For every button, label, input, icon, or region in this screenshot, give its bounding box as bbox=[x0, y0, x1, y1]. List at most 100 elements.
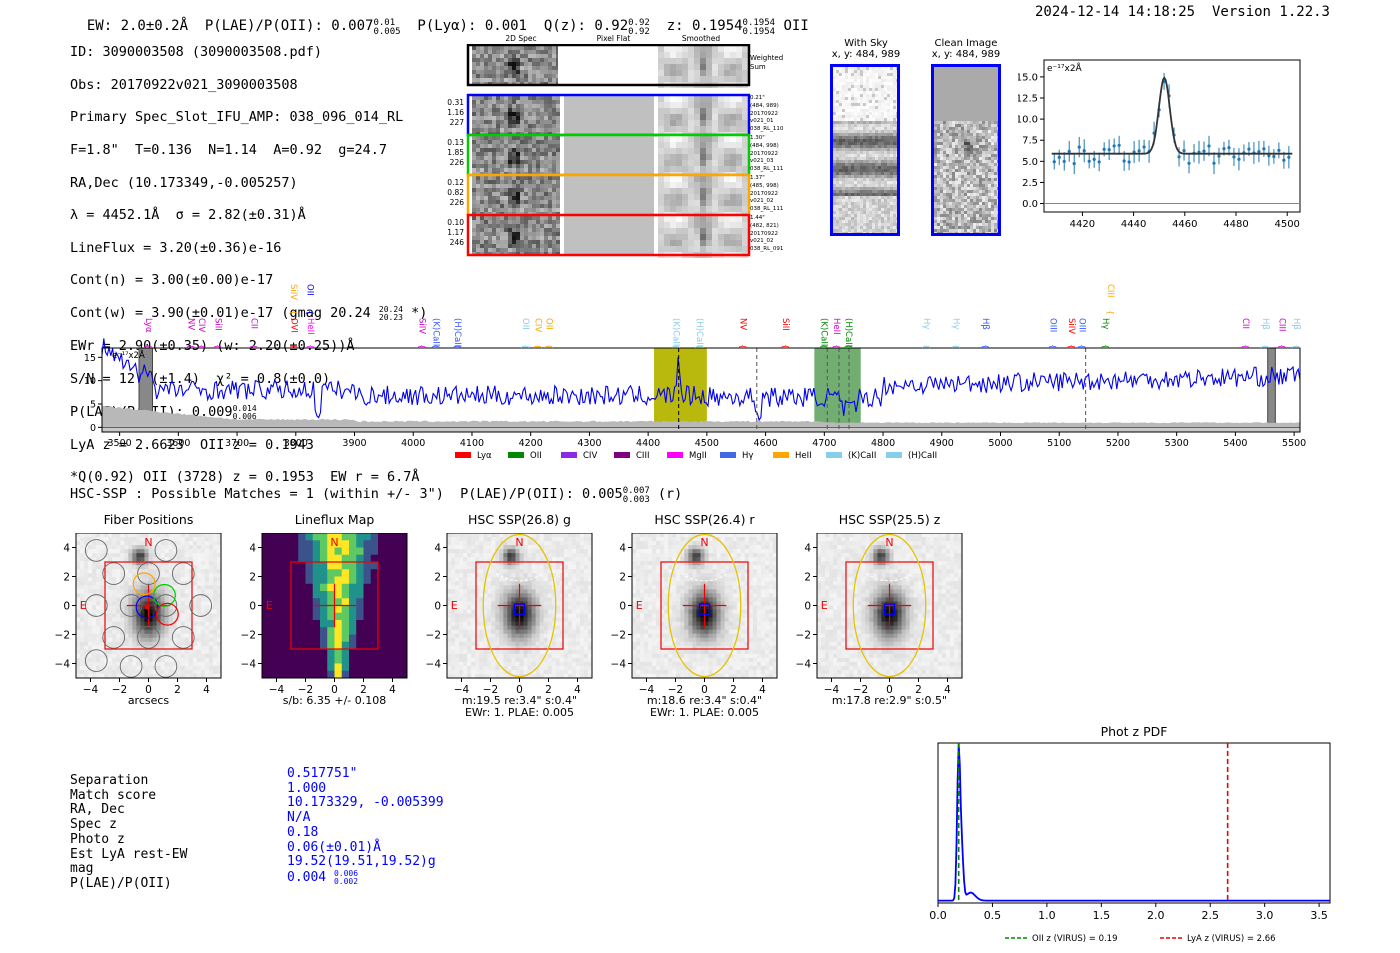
photz-axes bbox=[937, 742, 1331, 904]
info-lineflux: LineFlux = 3.20(±0.36)e-16 bbox=[70, 239, 282, 256]
zoom-axes bbox=[1043, 59, 1301, 213]
line-id-tick: { bbox=[738, 344, 747, 349]
fiber-circle bbox=[84, 539, 108, 562]
col-header-2d: 2D Spec bbox=[505, 34, 537, 43]
image-xtick-label: −4 bbox=[83, 684, 99, 696]
header-right: 2024-12-14 14:18:25 Version 1.22.3 bbox=[1035, 4, 1330, 20]
line-id-label: (K)CaII bbox=[670, 318, 680, 346]
image-xtick-label: 4 bbox=[203, 684, 210, 696]
zoom-xtick-label: 4440 bbox=[1121, 219, 1146, 230]
image-panel-caption: arcsecs bbox=[127, 694, 170, 707]
photz-xtick-label: 3.0 bbox=[1256, 909, 1274, 922]
image-ytick-label: 0 bbox=[434, 601, 441, 613]
image-ytick-label: 0 bbox=[63, 601, 70, 613]
clean-panel-title: Clean Image x, y: 484, 989 bbox=[931, 38, 1001, 60]
header-z-line: OII bbox=[783, 18, 809, 34]
photz-xtick-label: 0.0 bbox=[929, 909, 947, 922]
plae-lo: 0.006 bbox=[232, 411, 257, 421]
header-z: z: 0.1954 bbox=[666, 18, 743, 34]
line-id-tick: { bbox=[305, 310, 314, 315]
header-plae-lo: 0.005 bbox=[373, 27, 401, 37]
legend-swatch bbox=[667, 452, 683, 458]
aperture-box bbox=[104, 561, 193, 650]
source-marker bbox=[513, 603, 526, 615]
zoom-point bbox=[1097, 160, 1101, 164]
zoom-spectrum: 4420 4440 4460 4480 4500 15.0 12.5 10.0 7.5 5.0 2.… bbox=[1018, 59, 1301, 230]
cutout-row-left-label: 0.31 1.16 227 bbox=[447, 98, 464, 127]
spectrum-ytick-label: 0 bbox=[90, 423, 96, 434]
line-id-label: Lyα bbox=[143, 318, 153, 333]
version: Version 1.22.3 bbox=[1211, 4, 1330, 20]
aperture-box bbox=[660, 561, 749, 650]
cutout-row-right-label: 1.44" (482, 821) 20170922 v021_02 038_RL_091 bbox=[750, 215, 784, 253]
image-panel-title: Fiber Positions bbox=[103, 512, 194, 527]
north-label: N bbox=[885, 536, 893, 549]
line-id-label: OVI bbox=[289, 318, 299, 333]
with-sky-frame bbox=[830, 64, 900, 236]
zoom-point bbox=[1122, 159, 1126, 163]
zoom-xtick-label: 4420 bbox=[1070, 219, 1095, 230]
line-id-tick: { bbox=[186, 344, 195, 349]
info-obs: Obs: 20170922v021_3090003508 bbox=[70, 76, 298, 93]
col-header-flat: Pixel Flat bbox=[596, 34, 631, 43]
east-label: E bbox=[80, 599, 87, 612]
fiber-circle-highlight bbox=[155, 602, 179, 626]
cutout-row-left-label: 0.10 1.17 246 bbox=[447, 218, 464, 247]
line-id-label: CIII bbox=[1276, 318, 1286, 331]
hsc-lo: 0.003 bbox=[622, 495, 650, 505]
zoom-point bbox=[1062, 159, 1066, 164]
spectrum-xtick-label: 3600 bbox=[166, 438, 190, 449]
image-panel: N E 4 2 0 −2 −4 −4 −2 0 2 4 bbox=[611, 533, 778, 696]
spectrum-xtick-label: 4600 bbox=[754, 438, 778, 449]
zoom-xtick-label: 4460 bbox=[1172, 219, 1197, 230]
spectrum-xtick-label: 5100 bbox=[1047, 438, 1071, 449]
zoom-point bbox=[1077, 145, 1081, 149]
aperture-box bbox=[290, 561, 379, 650]
line-id-label: SiII bbox=[780, 318, 790, 331]
image-xtick-label: 2 bbox=[915, 684, 922, 696]
image-xtick-label: 4 bbox=[574, 684, 581, 696]
spectrum-xtick-label: 4500 bbox=[695, 438, 719, 449]
noise-shading bbox=[102, 405, 1300, 428]
image-panel-caption: m:18.6 re:3.4" s:0.4" EWr: 1. PLAE: 0.005 bbox=[646, 694, 763, 719]
spectrum-xtick-label: 3500 bbox=[108, 438, 132, 449]
image-ytick-label: −2 bbox=[241, 630, 256, 642]
line-id-tick: { bbox=[144, 344, 153, 349]
cutout-grid: 2D Spec Pixel Flat Smoothed Weighted Sum bbox=[466, 34, 786, 259]
image-ytick-label: 0 bbox=[619, 601, 626, 613]
zoom-ytick-label: 0.0 bbox=[1022, 199, 1038, 210]
legend-label: Hγ bbox=[742, 451, 753, 460]
image-xtick-label: 4 bbox=[389, 684, 396, 696]
image-ytick-label: −2 bbox=[55, 630, 70, 642]
info-contw: Cont(w) = 3.90(±0.01)e-17 (gmag 20.24 20… bbox=[70, 305, 428, 323]
line-id-label: SiIV bbox=[288, 284, 298, 300]
line-id-label: SiIV bbox=[1066, 318, 1076, 334]
zoom-ytick-label: 2.5 bbox=[1022, 178, 1038, 189]
line-id-tick: { bbox=[922, 344, 931, 349]
photz-title: Phot z PDF bbox=[1100, 724, 1168, 739]
fiber-circle-highlight bbox=[135, 595, 159, 619]
image-ytick-label: −4 bbox=[611, 659, 627, 671]
match-label: Separation bbox=[70, 773, 149, 788]
zoom-point bbox=[1092, 157, 1096, 161]
east-label: E bbox=[821, 599, 828, 612]
line-id-tick: { bbox=[1277, 344, 1286, 349]
line-id-tick: { bbox=[1292, 344, 1301, 349]
image-xtick-label: −2 bbox=[853, 684, 868, 696]
spectrum-xtick-label: 4800 bbox=[871, 438, 895, 449]
photz-xtick-label: 0.5 bbox=[984, 909, 1002, 922]
match-label: Spec z bbox=[70, 817, 117, 833]
zoom-point bbox=[1282, 158, 1286, 162]
fiber-circle bbox=[119, 594, 143, 617]
spectrum-xtick-label: 5300 bbox=[1165, 438, 1189, 449]
line-id-tick: { bbox=[1101, 344, 1110, 349]
line-id-tick: { bbox=[981, 344, 990, 349]
match-values: 0.517751" 1.000 10.173329, -0.005399 N/A 0.1… bbox=[287, 766, 444, 886]
line-id-tick: { bbox=[1078, 344, 1087, 349]
line-id-tick: { bbox=[453, 344, 462, 349]
info-contn: Cont(n) = 3.00(±0.00)e-17 bbox=[70, 272, 274, 289]
image-panel: N E 4 2 0 −2 −4 −4 −2 0 2 4 bbox=[796, 533, 963, 696]
legend-swatch bbox=[720, 452, 736, 458]
image-xtick-label: 2 bbox=[360, 684, 367, 696]
image-ytick-label: 2 bbox=[619, 572, 626, 584]
